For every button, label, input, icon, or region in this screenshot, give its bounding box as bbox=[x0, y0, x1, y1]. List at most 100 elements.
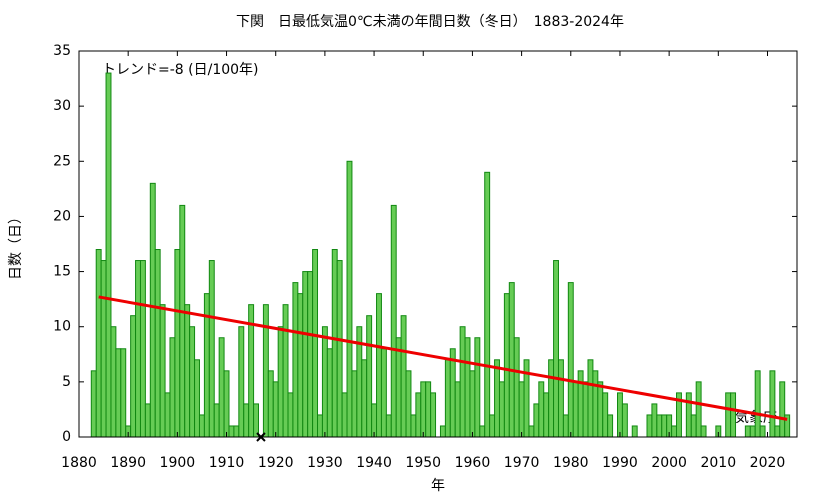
bar bbox=[420, 381, 427, 438]
bar bbox=[213, 403, 220, 438]
bar bbox=[376, 293, 382, 438]
bar bbox=[179, 204, 186, 438]
x-tick-label: 1880 bbox=[61, 455, 97, 471]
x-tick-label: 1930 bbox=[307, 455, 343, 471]
bar bbox=[513, 337, 520, 438]
bar bbox=[331, 249, 338, 438]
bar bbox=[498, 381, 505, 438]
bar bbox=[351, 370, 358, 438]
bar bbox=[208, 260, 215, 438]
y-tick-label: 5 bbox=[62, 374, 71, 390]
bar bbox=[346, 160, 353, 438]
bar bbox=[685, 392, 692, 438]
bar bbox=[503, 293, 510, 438]
bar bbox=[267, 370, 274, 438]
bar bbox=[661, 414, 668, 438]
bar bbox=[690, 414, 697, 438]
bar bbox=[700, 425, 707, 438]
bar bbox=[602, 392, 609, 438]
bar bbox=[631, 425, 638, 438]
bar bbox=[548, 359, 555, 438]
bar bbox=[651, 403, 658, 438]
bar bbox=[621, 403, 628, 438]
bar bbox=[194, 359, 200, 438]
bar bbox=[508, 282, 515, 438]
bar bbox=[410, 414, 417, 438]
bar bbox=[405, 370, 412, 438]
bar bbox=[341, 392, 348, 438]
bar bbox=[607, 414, 614, 438]
x-tick-label: 1970 bbox=[504, 455, 540, 471]
bar bbox=[302, 271, 309, 438]
bar bbox=[656, 414, 663, 438]
bar bbox=[444, 359, 451, 438]
y-tick-label: 15 bbox=[53, 264, 71, 280]
x-tick-label: 1920 bbox=[258, 455, 294, 471]
bar bbox=[159, 304, 166, 438]
bar bbox=[307, 271, 314, 438]
bar bbox=[484, 171, 491, 438]
bar bbox=[312, 249, 319, 438]
chart-title: 下関 日最低気温0℃未満の年間日数（冬日） 1883-2024年 bbox=[236, 14, 624, 30]
bar bbox=[198, 414, 205, 438]
y-axis-label: 日数（日） bbox=[8, 210, 24, 280]
bar bbox=[533, 403, 540, 438]
y-tick-label: 0 bbox=[62, 429, 71, 445]
bar bbox=[425, 381, 432, 438]
bar bbox=[469, 370, 476, 438]
bar bbox=[557, 359, 564, 438]
bar bbox=[135, 260, 141, 438]
x-tick-label: 2000 bbox=[651, 455, 687, 471]
bar bbox=[779, 381, 786, 438]
x-tick-label: 2010 bbox=[700, 455, 736, 471]
bar bbox=[361, 359, 368, 438]
bar bbox=[390, 204, 397, 438]
bar bbox=[149, 182, 156, 438]
y-tick-label: 20 bbox=[53, 208, 71, 224]
bar bbox=[464, 337, 471, 438]
bar bbox=[297, 293, 304, 438]
bar bbox=[144, 403, 151, 438]
x-tick-label: 1950 bbox=[405, 455, 441, 471]
bar bbox=[759, 425, 766, 438]
bar bbox=[380, 348, 387, 438]
trend-annotation: トレンド=-8 (日/100年) bbox=[102, 62, 259, 78]
bar bbox=[272, 381, 279, 438]
bar bbox=[336, 260, 343, 438]
y-tick-label: 30 bbox=[53, 98, 71, 114]
x-tick-label: 2020 bbox=[750, 455, 786, 471]
bar bbox=[695, 381, 702, 438]
bar bbox=[459, 326, 466, 438]
bar bbox=[233, 425, 240, 438]
bar bbox=[189, 326, 196, 438]
y-tick-label: 10 bbox=[53, 319, 71, 335]
bar bbox=[395, 337, 402, 438]
bar bbox=[730, 392, 737, 438]
bar bbox=[449, 348, 456, 438]
bar bbox=[725, 392, 732, 438]
bar bbox=[292, 282, 299, 438]
bar bbox=[567, 282, 574, 438]
bar bbox=[454, 381, 461, 438]
bar bbox=[479, 425, 486, 438]
bar bbox=[321, 326, 328, 438]
bar bbox=[671, 425, 678, 438]
y-tick-label: 25 bbox=[53, 153, 71, 169]
x-tick-label: 1980 bbox=[553, 455, 589, 471]
bar bbox=[277, 326, 284, 438]
bar bbox=[646, 414, 653, 438]
bar bbox=[769, 370, 776, 438]
bar bbox=[105, 72, 112, 438]
bar bbox=[115, 348, 122, 438]
y-tick-label: 35 bbox=[53, 43, 71, 59]
bar bbox=[243, 403, 250, 438]
bar bbox=[262, 304, 269, 438]
bar bbox=[253, 403, 260, 438]
bar bbox=[366, 315, 373, 438]
bar bbox=[749, 425, 756, 438]
bar bbox=[130, 315, 137, 438]
x-tick-label: 1910 bbox=[209, 455, 245, 471]
bar bbox=[154, 249, 161, 438]
bar bbox=[184, 304, 191, 438]
